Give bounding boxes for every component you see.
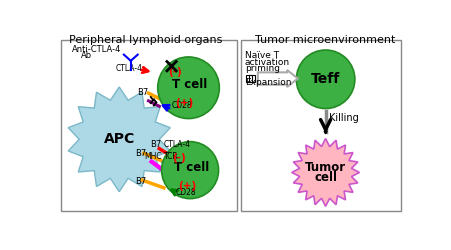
Text: B7: B7 (134, 177, 146, 186)
Text: Killing: Killing (329, 113, 359, 123)
Circle shape (161, 142, 218, 199)
Text: TCR: TCR (164, 152, 178, 160)
Bar (61, 40, 236, 211)
Text: Teff: Teff (310, 72, 340, 86)
Text: B7: B7 (134, 148, 146, 158)
Text: B7: B7 (137, 88, 148, 98)
Polygon shape (291, 138, 359, 206)
Text: activation: activation (244, 58, 289, 67)
Text: (+): (+) (175, 98, 193, 108)
Circle shape (157, 57, 219, 118)
Text: Peripheral lymphoid organs: Peripheral lymphoid organs (69, 36, 222, 46)
Text: T cell: T cell (172, 78, 207, 91)
Bar (249, 76, 252, 82)
Text: CTLA-4: CTLA-4 (115, 64, 142, 73)
Text: Naïve T: Naïve T (244, 52, 278, 60)
Text: Tumor microenvironment: Tumor microenvironment (255, 36, 395, 46)
Text: Anti-CTLA-4: Anti-CTLA-4 (71, 44, 120, 54)
Text: CTLA-4: CTLA-4 (164, 140, 190, 149)
Text: priming: priming (244, 64, 279, 73)
Circle shape (296, 50, 354, 108)
Text: Expansion: Expansion (244, 78, 290, 88)
Bar (240, 40, 400, 211)
Polygon shape (68, 87, 170, 192)
Text: T cell: T cell (174, 160, 209, 173)
Text: (-): (-) (172, 153, 186, 163)
Text: Ab: Ab (81, 51, 92, 60)
Bar (245, 76, 254, 82)
Text: (+): (+) (178, 180, 196, 190)
Text: CD28: CD28 (171, 101, 192, 110)
Text: Tumor: Tumor (304, 160, 345, 173)
Text: APC: APC (103, 132, 134, 146)
FancyArrow shape (257, 70, 297, 87)
Text: CD28: CD28 (175, 188, 196, 197)
Text: (-): (-) (167, 67, 181, 77)
Text: B7: B7 (150, 140, 161, 149)
Text: cell: cell (313, 171, 336, 184)
Text: MHC: MHC (143, 152, 161, 160)
